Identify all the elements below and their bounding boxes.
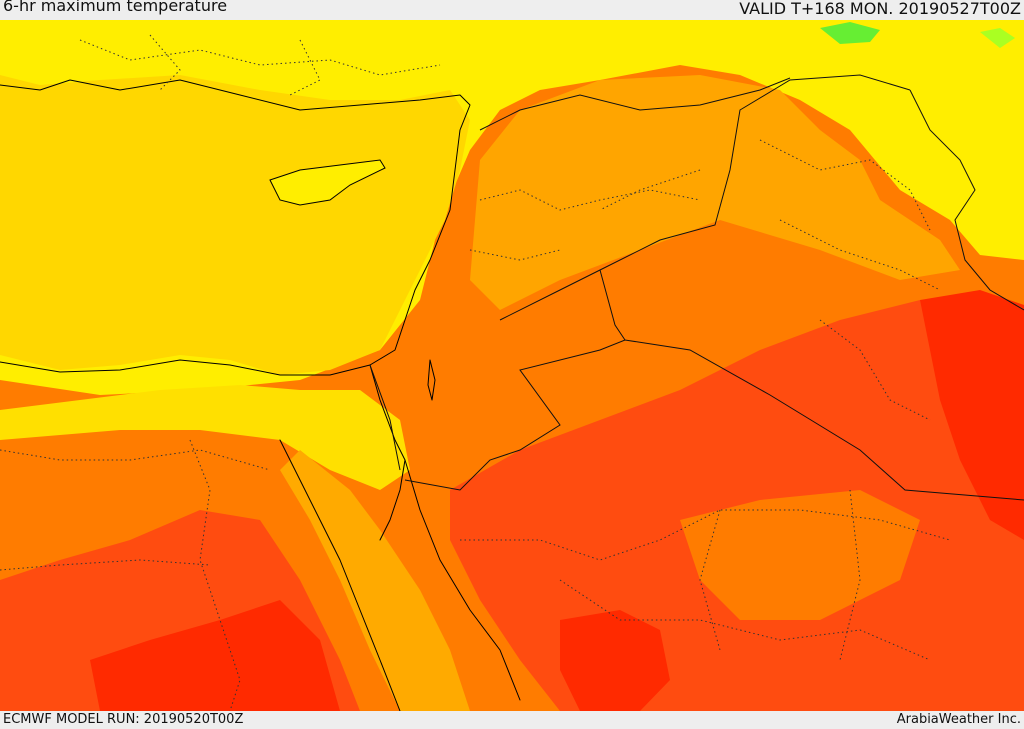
border-egypt-israel (369, 364, 401, 471)
border-syria-iraq (499, 74, 911, 321)
coastline-red-sea-east (404, 459, 521, 701)
admin-borders-syria (469, 189, 701, 261)
saudi-extreme-zone (450, 300, 1024, 711)
mediterranean-sea (0, 75, 470, 375)
border-turkey-syria (479, 77, 791, 131)
map-title: 6-hr maximum temperature (3, 0, 228, 15)
central-saudi-zone (680, 490, 920, 620)
sinai-warm-zone (0, 385, 410, 490)
border-iraq-iran (909, 89, 1024, 311)
border-jordan-saudi (404, 339, 1024, 501)
cyprus-island (269, 159, 386, 206)
egypt-peak-zone (90, 600, 340, 711)
temperature-map (0, 20, 1024, 711)
credit-label: ArabiaWeather Inc. (896, 712, 1021, 727)
coastline-red-sea-west (279, 439, 401, 711)
header-bar: 6-hr maximum temperature VALID T+168 MON… (0, 0, 1024, 20)
cool-spot-north (820, 22, 880, 44)
footer-bar: ECMWF MODEL RUN: 20190520T00Z ArabiaWeat… (0, 711, 1024, 729)
coastline-levant (0, 79, 471, 376)
border-jordan-iraq (599, 269, 626, 341)
coastline-dead-sea (427, 359, 436, 401)
map-canvas (0, 20, 1024, 711)
red-sea-zone (280, 450, 470, 711)
admin-borders-iraq (599, 139, 941, 421)
arabia-peak-zone (560, 610, 670, 711)
syria-orange-zone (470, 75, 960, 310)
model-run-label: ECMWF MODEL RUN: 20190520T00Z (3, 712, 244, 727)
cool-spot-east (980, 28, 1015, 48)
iraq-peak-zone (920, 290, 1024, 540)
admin-borders-egypt (0, 439, 271, 711)
valid-time: VALID T+168 MON. 20190527T00Z (739, 0, 1021, 18)
admin-borders-turkey (79, 34, 441, 96)
